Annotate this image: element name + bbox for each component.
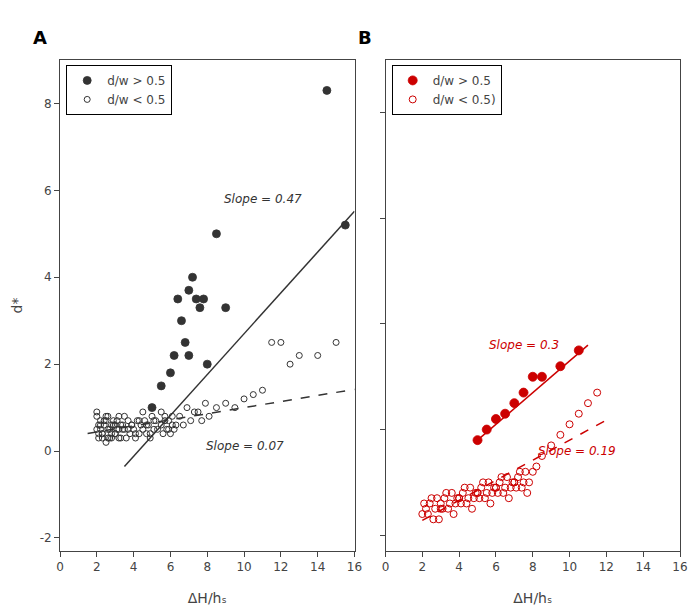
svg-text:-2: -2	[40, 531, 52, 545]
svg-text:6: 6	[167, 560, 175, 574]
svg-text:6: 6	[44, 184, 52, 198]
svg-text:16: 16	[347, 560, 362, 574]
svg-text:d/w < 0.5): d/w < 0.5)	[433, 93, 496, 107]
svg-text:2: 2	[418, 560, 426, 574]
svg-text:8: 8	[203, 560, 211, 574]
svg-text:4: 4	[44, 270, 52, 284]
svg-text:d/w > 0.5: d/w > 0.5	[107, 74, 165, 88]
svg-text:A: A	[33, 27, 47, 48]
svg-text:B: B	[358, 27, 372, 48]
svg-text:Slope = 0.07: Slope = 0.07	[206, 439, 284, 453]
svg-text:10: 10	[236, 560, 251, 574]
svg-text:2: 2	[44, 357, 52, 371]
svg-text:d*: d*	[9, 298, 25, 314]
svg-text:0: 0	[44, 444, 52, 458]
svg-text:ΔH/hₛ: ΔH/hₛ	[188, 590, 227, 606]
svg-text:12: 12	[599, 560, 614, 574]
svg-text:14: 14	[636, 560, 651, 574]
svg-text:d/w > 0.5: d/w > 0.5	[433, 74, 491, 88]
svg-text:4: 4	[455, 560, 463, 574]
svg-text:6: 6	[492, 560, 500, 574]
svg-text:2: 2	[93, 560, 101, 574]
svg-text:14: 14	[310, 560, 325, 574]
svg-text:ΔH/hₛ: ΔH/hₛ	[513, 590, 552, 606]
svg-text:0: 0	[56, 560, 64, 574]
svg-text:Slope = 0.19: Slope = 0.19	[538, 444, 616, 458]
svg-text:d/w < 0.5: d/w < 0.5	[107, 93, 165, 107]
svg-text:10: 10	[562, 560, 577, 574]
svg-text:Slope = 0.3: Slope = 0.3	[489, 338, 559, 352]
svg-text:16: 16	[672, 560, 687, 574]
svg-text:8: 8	[529, 560, 537, 574]
svg-text:8: 8	[44, 97, 52, 111]
svg-text:0: 0	[382, 560, 390, 574]
svg-text:Slope = 0.47: Slope = 0.47	[224, 192, 302, 206]
svg-text:4: 4	[130, 560, 138, 574]
svg-text:12: 12	[273, 560, 288, 574]
